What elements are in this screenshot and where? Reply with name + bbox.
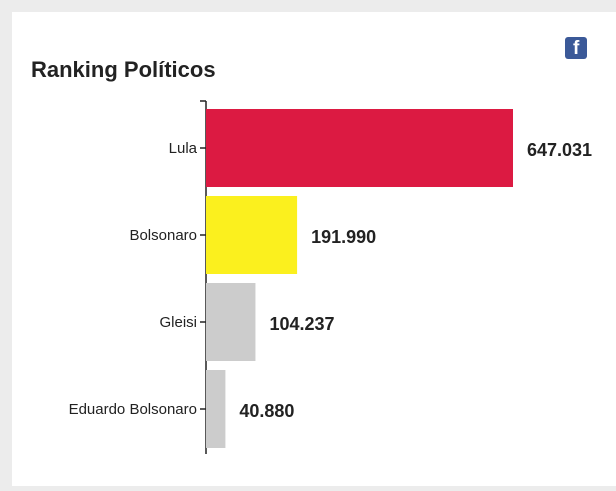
value-label: 104.237 [269,314,334,334]
bar[interactable] [206,283,255,361]
bar[interactable] [206,109,513,187]
category-label: Eduardo Bolsonaro [69,401,197,418]
category-label: Bolsonaro [129,227,197,244]
category-label: Lula [169,140,198,157]
value-label: 647.031 [527,140,592,160]
bar[interactable] [206,196,297,274]
value-label: 40.880 [239,401,294,421]
bar[interactable] [206,370,225,448]
category-label: Gleisi [159,314,197,331]
value-label: 191.990 [311,227,376,247]
